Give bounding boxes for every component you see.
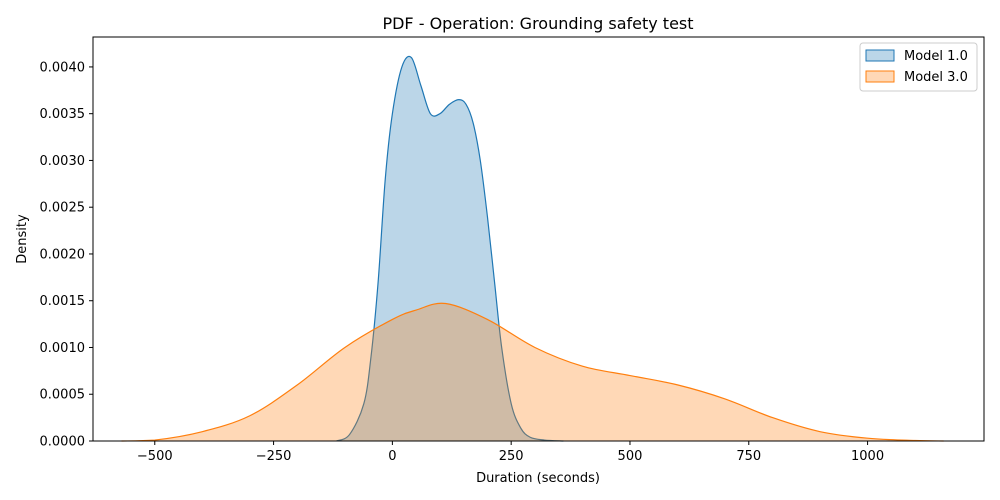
y-axis-title: Density — [15, 214, 30, 264]
x-tick-label: 500 — [618, 449, 643, 464]
y-tick-label: 0.0000 — [40, 435, 86, 450]
legend-label-model-3-0: Model 3.0 — [904, 70, 968, 85]
y-tick-label: 0.0040 — [40, 60, 86, 75]
density-area-model-3-0 — [121, 303, 944, 441]
y-axis: 0.0000 0.0005 0.0010 0.0015 0.0020 0.0025 0.00… — [40, 60, 93, 450]
x-axis: −500 −250 0 250 500 750 1000 — [137, 441, 884, 464]
x-tick-label: 1000 — [851, 449, 884, 464]
x-tick-label: −250 — [256, 449, 292, 464]
x-tick-label: −500 — [137, 449, 173, 464]
plot-frame — [92, 36, 985, 442]
y-tick-label: 0.0030 — [40, 154, 86, 169]
y-tick-label: 0.0025 — [40, 201, 86, 216]
x-tick-label: 0 — [388, 449, 396, 464]
y-tick-label: 0.0015 — [40, 294, 86, 309]
legend: Model 1.0 Model 3.0 — [859, 42, 978, 92]
legend-swatch-model-3-0 — [865, 70, 895, 83]
legend-label-model-1-0: Model 1.0 — [904, 49, 968, 64]
legend-box — [859, 42, 978, 92]
plot-area — [121, 55, 944, 442]
y-tick-label: 0.0035 — [40, 107, 86, 122]
density-area-model-1-0 — [336, 56, 564, 442]
x-tick-label: 250 — [499, 449, 524, 464]
density-line-model-1-0 — [336, 55, 564, 442]
chart-title: PDF - Operation: Grounding safety test — [382, 14, 693, 33]
y-tick-label: 0.0020 — [40, 247, 86, 262]
y-tick-label: 0.0005 — [40, 388, 86, 403]
x-axis-title: Duration (seconds) — [476, 471, 600, 486]
legend-swatch-model-1-0 — [865, 49, 895, 62]
x-tick-label: 750 — [736, 449, 761, 464]
density-line-model-3-0 — [121, 302, 944, 442]
y-tick-label: 0.0010 — [40, 341, 86, 356]
